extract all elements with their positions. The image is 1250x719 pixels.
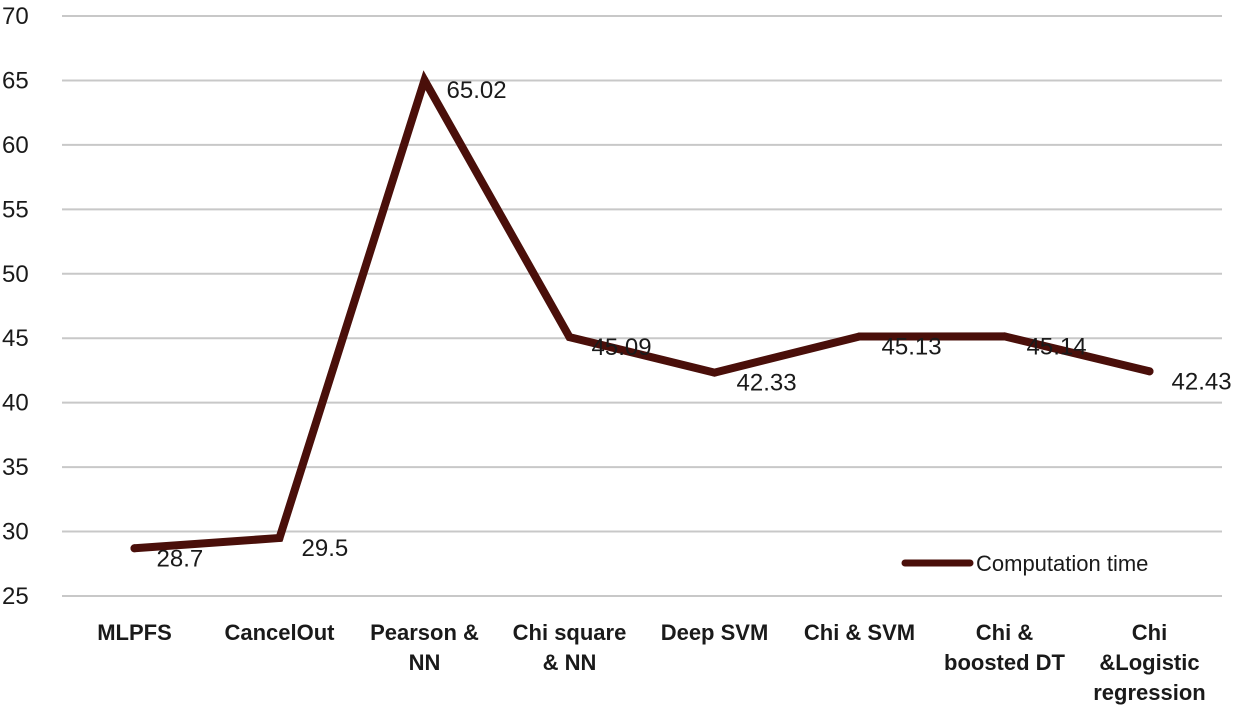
data-point bbox=[420, 76, 429, 85]
data-point bbox=[275, 534, 284, 542]
data-label: 42.33 bbox=[737, 370, 797, 397]
x-category-label: Deep SVM bbox=[661, 620, 769, 645]
gridlines bbox=[62, 15, 1222, 597]
data-point bbox=[710, 368, 719, 377]
data-label: 45.09 bbox=[592, 334, 652, 361]
x-category-label: Chi & boosted DT bbox=[944, 620, 1066, 675]
x-category-label: Chi &Logistic regression bbox=[1093, 620, 1206, 705]
x-category-label: CancelOut bbox=[224, 620, 335, 645]
data-point bbox=[565, 333, 574, 342]
x-category-label: Chi & SVM bbox=[804, 620, 915, 645]
data-label: 65.02 bbox=[447, 77, 507, 104]
data-label: 42.43 bbox=[1172, 368, 1232, 395]
y-tick-label: 50 bbox=[2, 261, 29, 288]
y-tick-label: 30 bbox=[2, 519, 29, 546]
data-point bbox=[130, 544, 139, 553]
data-label: 29.5 bbox=[302, 535, 349, 562]
y-tick-label: 35 bbox=[2, 454, 29, 481]
y-tick-label: 25 bbox=[2, 583, 29, 610]
data-label: 28.7 bbox=[157, 545, 204, 572]
series-layer bbox=[130, 70, 1154, 553]
y-axis-ticks: 25 30 35 40 45 50 55 60 65 70 bbox=[2, 3, 29, 610]
y-tick-label: 55 bbox=[2, 196, 29, 223]
x-category-label: Pearson & NN bbox=[370, 620, 479, 675]
y-tick-label: 60 bbox=[2, 132, 29, 159]
y-tick-label: 70 bbox=[2, 3, 29, 30]
data-point bbox=[1000, 332, 1009, 341]
data-label: 45.13 bbox=[882, 334, 942, 361]
legend-label: Computation time bbox=[976, 551, 1148, 576]
legend: Computation time bbox=[901, 551, 1148, 576]
data-point bbox=[1145, 367, 1154, 376]
y-tick-label: 40 bbox=[2, 390, 29, 417]
y-tick-label: 45 bbox=[2, 325, 29, 352]
data-labels: 28.7 29.5 65.02 45.09 42.33 45.13 45.14 42.43 bbox=[157, 77, 1232, 572]
x-axis-categories: MLPFS CancelOut Pearson & NN Chi square & NN D… bbox=[97, 620, 1206, 705]
x-category-label: MLPFS bbox=[97, 620, 172, 645]
x-category-label: Chi square & NN bbox=[513, 620, 627, 675]
data-point bbox=[855, 332, 864, 341]
series-line bbox=[130, 70, 1154, 553]
y-tick-label: 65 bbox=[2, 67, 29, 94]
data-label: 45.14 bbox=[1027, 333, 1087, 360]
